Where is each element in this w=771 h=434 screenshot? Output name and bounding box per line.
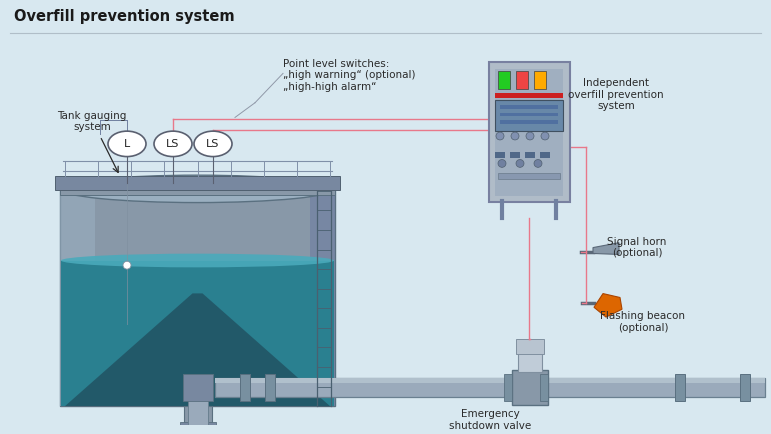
Bar <box>540 152 550 158</box>
Bar <box>61 260 334 406</box>
Bar <box>500 105 558 108</box>
Polygon shape <box>594 293 622 317</box>
Bar <box>740 374 750 401</box>
Text: LS: LS <box>207 139 220 149</box>
Bar <box>534 72 546 89</box>
Ellipse shape <box>194 131 232 157</box>
Ellipse shape <box>108 131 146 157</box>
Ellipse shape <box>154 131 192 157</box>
Circle shape <box>541 132 549 140</box>
Circle shape <box>534 160 542 168</box>
Text: Emergency
shutdown valve: Emergency shutdown valve <box>449 409 531 431</box>
FancyBboxPatch shape <box>489 62 570 202</box>
Polygon shape <box>60 189 335 406</box>
Text: Signal horn
(optional): Signal horn (optional) <box>608 237 667 258</box>
FancyBboxPatch shape <box>495 100 563 131</box>
Bar <box>500 112 558 116</box>
Ellipse shape <box>61 253 334 267</box>
Polygon shape <box>65 293 330 406</box>
Text: Point level switches:
„high warning“ (optional)
„high-high alarm“: Point level switches: „high warning“ (op… <box>283 59 416 92</box>
Bar <box>498 72 510 89</box>
Circle shape <box>123 261 131 269</box>
Bar <box>240 374 250 401</box>
Circle shape <box>526 132 534 140</box>
Bar <box>525 152 535 158</box>
Text: Overfill prevention system: Overfill prevention system <box>14 9 234 24</box>
Bar <box>60 183 335 195</box>
Polygon shape <box>593 243 619 254</box>
Bar <box>498 173 560 179</box>
Bar <box>510 152 520 158</box>
Bar <box>495 93 563 98</box>
Bar <box>187 378 207 427</box>
Bar <box>265 374 275 401</box>
Bar <box>504 374 512 401</box>
Bar <box>516 72 528 89</box>
Bar <box>183 374 213 401</box>
Circle shape <box>498 160 506 168</box>
Circle shape <box>496 132 504 140</box>
Text: Independent
overfill prevention
system: Independent overfill prevention system <box>568 78 664 112</box>
Bar <box>500 120 558 124</box>
Polygon shape <box>60 189 95 406</box>
Ellipse shape <box>60 175 335 203</box>
Bar <box>540 374 548 401</box>
Bar <box>518 352 542 372</box>
Polygon shape <box>310 189 335 406</box>
Text: LS: LS <box>167 139 180 149</box>
Bar <box>675 374 685 401</box>
Bar <box>516 339 544 354</box>
Text: L: L <box>124 139 130 149</box>
Bar <box>495 69 563 196</box>
Bar <box>215 378 765 383</box>
Bar <box>183 406 211 427</box>
Circle shape <box>511 132 519 140</box>
Bar <box>512 370 548 405</box>
Bar <box>215 378 765 397</box>
Bar <box>495 152 505 158</box>
Bar <box>55 176 340 190</box>
Text: Flashing beacon
(optional): Flashing beacon (optional) <box>601 311 685 333</box>
Bar <box>180 422 216 430</box>
Text: Tank gauging
system: Tank gauging system <box>57 111 126 132</box>
Circle shape <box>516 160 524 168</box>
